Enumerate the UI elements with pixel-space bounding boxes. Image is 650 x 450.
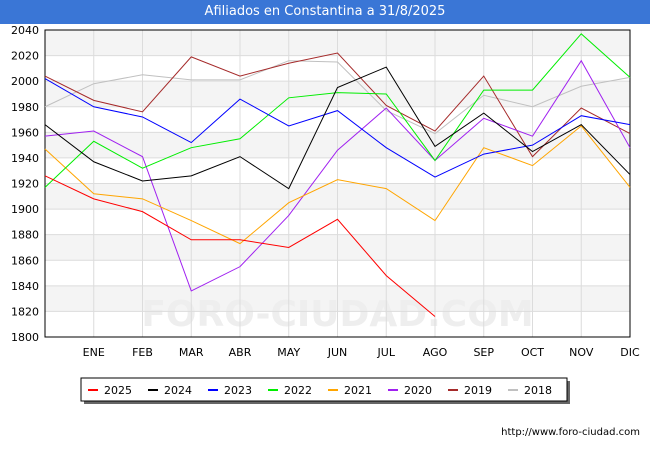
x-tick-label: JUN [327, 346, 348, 359]
x-tick-label: MAY [277, 346, 300, 359]
x-tick-label: ENE [83, 346, 105, 359]
legend-label: 2024 [164, 384, 192, 397]
x-tick-label: DIC [620, 346, 640, 359]
chart-title: Afiliados en Constantina a 31/8/2025 [0, 0, 650, 24]
y-tick-label: 1840 [11, 280, 39, 293]
plot-frame [44, 29, 631, 338]
series-line-2018 [44, 60, 631, 135]
legend [80, 377, 568, 402]
series-line-2021 [44, 125, 631, 245]
x-tick-label: OCT [521, 346, 544, 359]
footer-url[interactable]: http://www.foro-ciudad.com [501, 427, 640, 438]
legend-label: 2023 [224, 384, 252, 397]
series-line-2023 [44, 78, 631, 178]
y-tick-label: 1800 [11, 331, 39, 344]
y-tick-label: 1900 [11, 203, 39, 216]
x-tick-label: SEP [473, 346, 494, 359]
legend-label: 2021 [344, 384, 372, 397]
legend-label: 2018 [524, 384, 552, 397]
legend-label: 2022 [284, 384, 312, 397]
y-tick-label: 1920 [11, 178, 39, 191]
y-tick-label: 1940 [11, 152, 39, 165]
series-line-2019 [44, 52, 631, 158]
y-tick-label: 1820 [11, 305, 39, 318]
series-line-2022 [44, 33, 631, 188]
y-tick-label: 1980 [11, 101, 39, 114]
x-tick-label: AGO [423, 346, 448, 359]
x-tick-label: JUL [377, 346, 396, 359]
y-tick-label: 1960 [11, 126, 39, 139]
y-tick-label: 2040 [11, 24, 39, 37]
series-line-2024 [44, 66, 631, 190]
y-tick-label: 2020 [11, 50, 39, 63]
x-tick-label: NOV [569, 346, 594, 359]
y-tick-label: 1860 [11, 254, 39, 267]
x-tick-label: FEB [132, 346, 153, 359]
y-tick-label: 2000 [11, 75, 39, 88]
series-line-2020 [44, 59, 631, 292]
legend-label: 2019 [464, 384, 492, 397]
x-tick-label: MAR [179, 346, 204, 359]
legend-label: 2025 [104, 384, 132, 397]
x-tick-label: ABR [229, 346, 252, 359]
y-tick-label: 1880 [11, 229, 39, 242]
series-line-2025 [44, 175, 436, 317]
legend-label: 2020 [404, 384, 432, 397]
